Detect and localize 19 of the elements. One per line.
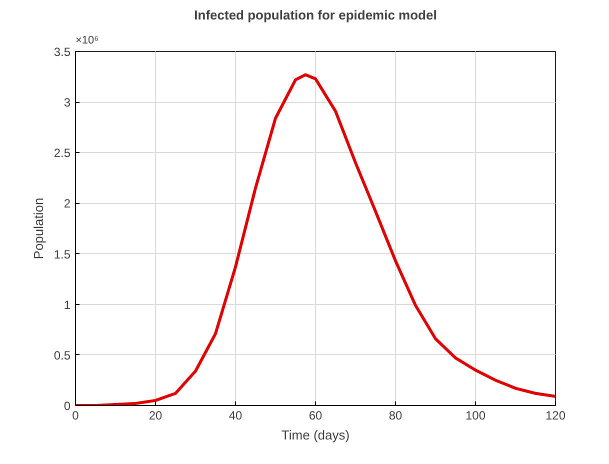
chart-title: Infected population for epidemic model bbox=[194, 8, 437, 22]
x-tick-label: 0 bbox=[72, 408, 80, 422]
text: ×10⁶ bbox=[76, 34, 99, 46]
y-tick-label: 2.5 bbox=[54, 146, 71, 160]
y-tick-label: 3.5 bbox=[54, 45, 71, 59]
y-tick-label: 1 bbox=[64, 298, 71, 312]
x-axis-title: Time (days) bbox=[281, 428, 350, 442]
x-tick-label: 120 bbox=[545, 408, 566, 422]
x-tick-label: 60 bbox=[308, 408, 322, 422]
y-tick-label: 0.5 bbox=[54, 348, 71, 362]
x-tick-label: 20 bbox=[148, 408, 162, 422]
x-tick-label: 40 bbox=[228, 408, 242, 422]
y-tick-label: 2 bbox=[64, 196, 71, 211]
y-tick-label: 0 bbox=[64, 399, 71, 413]
x-tick-label: 100 bbox=[465, 408, 486, 422]
x-tick-label: 80 bbox=[388, 408, 402, 422]
y-tick-label: 3 bbox=[64, 96, 71, 110]
y-axis-title: Population bbox=[30, 198, 46, 260]
y-tick-label: 1.5 bbox=[54, 247, 71, 262]
